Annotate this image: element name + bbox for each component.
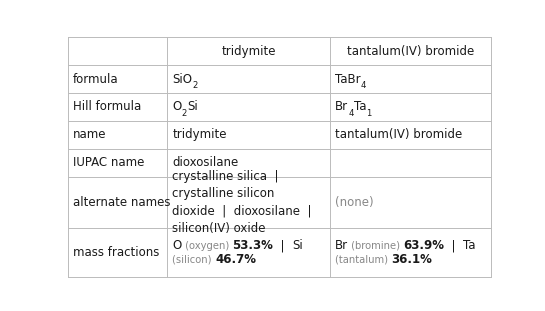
Text: IUPAC name: IUPAC name — [73, 156, 144, 169]
Text: 53.3%: 53.3% — [232, 239, 273, 252]
Text: Br: Br — [335, 239, 348, 252]
Text: (bromine): (bromine) — [348, 241, 403, 251]
Text: (none): (none) — [335, 196, 374, 209]
Text: 63.9%: 63.9% — [403, 239, 444, 252]
Text: 4: 4 — [361, 81, 366, 90]
Text: Hill formula: Hill formula — [73, 100, 142, 114]
Text: Br: Br — [335, 100, 348, 114]
Text: O: O — [172, 100, 181, 114]
Text: (tantalum): (tantalum) — [335, 254, 391, 264]
Text: Ta: Ta — [354, 100, 366, 114]
Text: 36.1%: 36.1% — [391, 253, 432, 266]
Text: tridymite: tridymite — [172, 128, 227, 141]
Text: (oxygen): (oxygen) — [181, 241, 232, 251]
Text: formula: formula — [73, 72, 119, 86]
Text: |: | — [444, 239, 463, 252]
Text: Si: Si — [292, 239, 302, 252]
Text: tantalum(IV) bromide: tantalum(IV) bromide — [335, 128, 462, 141]
Text: name: name — [73, 128, 107, 141]
Text: (silicon): (silicon) — [172, 254, 215, 264]
Text: Si: Si — [187, 100, 198, 114]
Text: TaBr: TaBr — [335, 72, 361, 86]
Text: tridymite: tridymite — [221, 45, 276, 58]
Text: mass fractions: mass fractions — [73, 246, 160, 259]
Text: 2: 2 — [192, 81, 198, 90]
Text: tantalum(IV) bromide: tantalum(IV) bromide — [347, 45, 474, 58]
Text: 4: 4 — [348, 109, 354, 118]
Text: alternate names: alternate names — [73, 196, 171, 209]
Text: Ta: Ta — [463, 239, 476, 252]
Text: O: O — [172, 239, 181, 252]
Text: 1: 1 — [366, 109, 372, 118]
Text: |: | — [273, 239, 292, 252]
Text: crystalline silica  |
crystalline silicon
dioxide  |  dioxosilane  |
silicon(IV): crystalline silica | crystalline silicon… — [172, 169, 312, 235]
Text: dioxosilane: dioxosilane — [172, 156, 239, 169]
Text: 46.7%: 46.7% — [215, 253, 256, 266]
Text: SiO: SiO — [172, 72, 192, 86]
Text: 2: 2 — [181, 109, 187, 118]
